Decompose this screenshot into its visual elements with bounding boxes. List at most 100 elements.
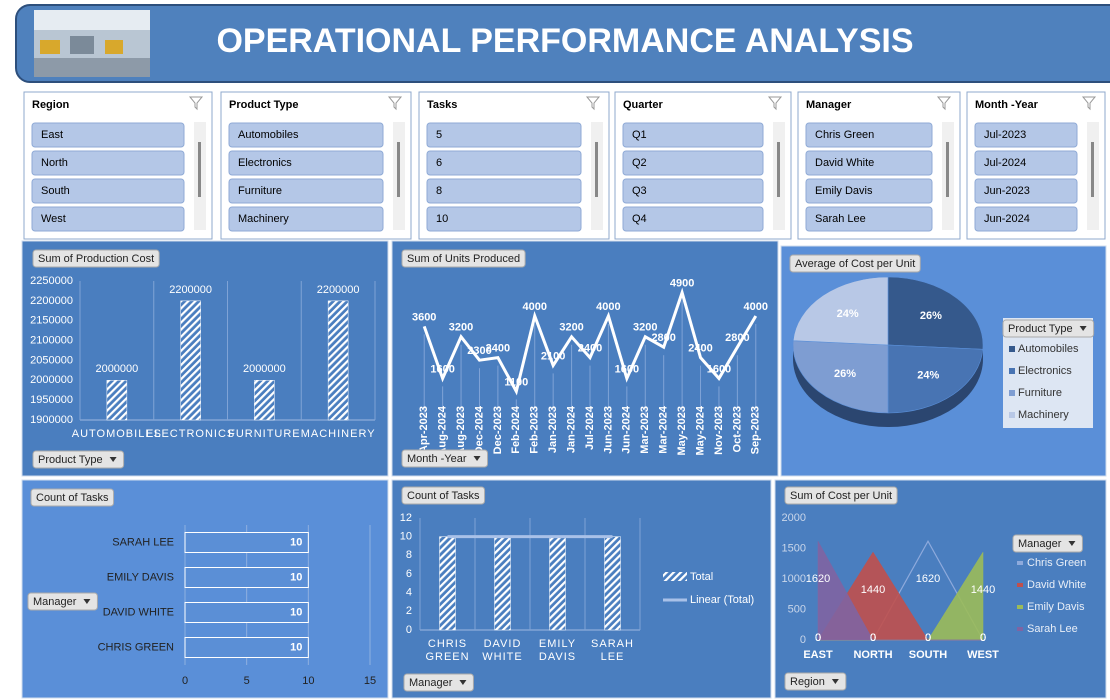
x-tick-label: AUTOMOBILES xyxy=(72,428,162,440)
filter-button-bg[interactable] xyxy=(403,673,474,692)
chart-panel xyxy=(21,479,389,699)
clear-filter-icon[interactable] xyxy=(1081,96,1097,111)
dropdown-arrow[interactable] xyxy=(473,456,481,461)
dropdown-arrow[interactable] xyxy=(1079,326,1087,331)
slicer-item-label[interactable]: Electronics xyxy=(238,157,292,169)
slicer-item-label[interactable]: West xyxy=(41,213,66,225)
x-tick-label: ELECTRONICS xyxy=(146,428,235,440)
slicer-item-label[interactable]: 10 xyxy=(436,213,448,225)
legend-label: Emily Davis xyxy=(1027,601,1085,613)
filter-button[interactable]: Region xyxy=(784,672,847,691)
slicer-item-label[interactable]: Jun-2024 xyxy=(984,213,1030,225)
filter-button-bg[interactable] xyxy=(1002,319,1095,338)
slicer-item-label[interactable]: Emily Davis xyxy=(815,185,873,197)
filter-button-label[interactable]: Product Type xyxy=(38,454,103,466)
slicer-item[interactable] xyxy=(805,150,933,176)
slicer-item[interactable] xyxy=(974,150,1078,176)
slicer-item-label[interactable]: Q4 xyxy=(632,213,647,225)
slicer-item-label[interactable]: Machinery xyxy=(238,213,289,225)
filter-button-label[interactable]: Region xyxy=(790,676,825,688)
slicer-item-label[interactable]: Q3 xyxy=(632,185,647,197)
legend-label: Electronics xyxy=(1018,365,1072,377)
dropdown-arrow[interactable] xyxy=(83,599,91,604)
x-tick-label: Feb-2024 xyxy=(510,405,522,454)
chart-title: Count of Tasks xyxy=(407,490,480,502)
filter-button-label[interactable]: Product Type xyxy=(1008,323,1073,335)
slicer-item[interactable] xyxy=(622,122,764,148)
data-label: 1600 xyxy=(430,363,454,375)
filter-button-bg[interactable] xyxy=(401,449,489,468)
slicer-item-label[interactable]: North xyxy=(41,157,68,169)
slicer-item[interactable] xyxy=(805,122,933,148)
slicer-item-label[interactable]: Q1 xyxy=(632,129,647,141)
dropdown-arrow[interactable] xyxy=(1068,541,1076,546)
data-label: 0 xyxy=(870,632,876,644)
data-label: 2400 xyxy=(486,343,510,355)
slicer-item-label[interactable]: Q2 xyxy=(632,157,647,169)
y-tick-label: 1000 xyxy=(782,573,806,585)
clear-filter-icon[interactable] xyxy=(585,96,601,111)
data-label: 24% xyxy=(917,370,939,382)
slicer-item[interactable] xyxy=(228,122,384,148)
clear-filter-icon[interactable] xyxy=(387,96,403,111)
filter-button-label[interactable]: Manager xyxy=(1018,538,1062,550)
slicer-item[interactable] xyxy=(426,206,582,232)
dropdown-arrow[interactable] xyxy=(831,679,839,684)
slicer-item[interactable] xyxy=(974,206,1078,232)
slicer-item-label[interactable]: 8 xyxy=(436,185,442,197)
slicer-item[interactable] xyxy=(805,178,933,204)
clear-filter-icon[interactable] xyxy=(767,96,783,111)
filter-button[interactable]: Product Type xyxy=(1002,319,1095,338)
filter-button-label[interactable]: Manager xyxy=(33,596,77,608)
slicer-item[interactable] xyxy=(31,150,185,176)
filter-button[interactable]: Product Type xyxy=(32,450,125,469)
slicer-item-label[interactable]: Jun-2023 xyxy=(984,185,1030,197)
slicer-item[interactable] xyxy=(228,150,384,176)
filter-button-bg[interactable] xyxy=(32,450,125,469)
slicer-item-label[interactable]: South xyxy=(41,185,70,197)
slicer-item-label[interactable]: Jul-2023 xyxy=(984,129,1026,141)
slicer-item[interactable] xyxy=(426,122,582,148)
filter-button-bg[interactable] xyxy=(784,672,847,691)
slicer-item-label[interactable]: 6 xyxy=(436,157,442,169)
dropdown-arrow[interactable] xyxy=(109,457,117,462)
slicer-item-label[interactable]: 5 xyxy=(436,129,442,141)
slicer-item[interactable] xyxy=(622,206,764,232)
slicer-item-label[interactable]: Sarah Lee xyxy=(815,213,866,225)
filter-button-label[interactable]: Month -Year xyxy=(407,453,467,465)
slicer-item[interactable] xyxy=(805,206,933,232)
slicer-item[interactable] xyxy=(228,206,384,232)
filter-button[interactable]: Manager xyxy=(1012,534,1083,553)
slicer-item-label[interactable]: David White xyxy=(815,157,874,169)
bar xyxy=(184,637,309,658)
filter-button[interactable]: Month -Year xyxy=(401,449,489,468)
slicer-item[interactable] xyxy=(426,150,582,176)
data-label: 0 xyxy=(815,632,821,644)
dropdown-arrow[interactable] xyxy=(459,680,467,685)
slicer-item[interactable] xyxy=(974,122,1078,148)
clear-filter-icon[interactable] xyxy=(936,96,952,111)
filter-button-bg[interactable] xyxy=(27,592,98,611)
slicer-item[interactable] xyxy=(622,150,764,176)
slicer-item[interactable] xyxy=(622,178,764,204)
slicer-item-label[interactable]: Chris Green xyxy=(815,129,874,141)
slicer-item-label[interactable]: Jul-2024 xyxy=(984,157,1026,169)
x-tick-label: SARAH LEE xyxy=(591,638,634,663)
slicer-item-label[interactable]: East xyxy=(41,129,63,141)
filter-button[interactable]: Manager xyxy=(403,673,474,692)
slicer-item[interactable] xyxy=(31,122,185,148)
filter-button-label[interactable]: Manager xyxy=(409,677,453,689)
slicer-item-label[interactable]: Furniture xyxy=(238,185,282,197)
slicer-item[interactable] xyxy=(228,178,384,204)
clear-filter-icon[interactable] xyxy=(188,96,204,111)
slicer-item[interactable] xyxy=(31,178,185,204)
slicer-item[interactable] xyxy=(426,178,582,204)
x-tick-label: May-2024 xyxy=(694,405,706,455)
slicer-item-label[interactable]: Automobiles xyxy=(238,129,299,141)
slicer-item[interactable] xyxy=(31,206,185,232)
filter-button[interactable]: Manager xyxy=(27,592,98,611)
filter-button-bg[interactable] xyxy=(1012,534,1083,553)
y-tick-label: SARAH LEE xyxy=(112,536,174,548)
slicer-scroll-thumb xyxy=(777,142,780,197)
slicer-item[interactable] xyxy=(974,178,1078,204)
